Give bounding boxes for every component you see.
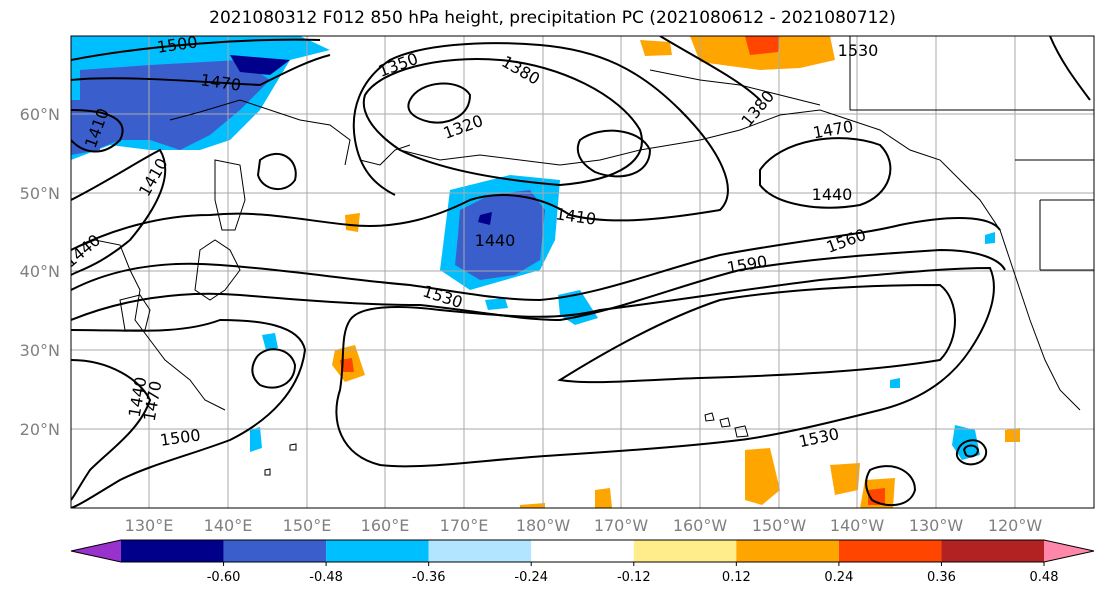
- colorbar-tick-label: 0.24: [824, 570, 853, 585]
- lon-label: 160°E: [361, 516, 410, 535]
- colorbar-swatch: [736, 540, 839, 562]
- colorbar-extend-high: [1044, 540, 1094, 562]
- colorbar-tick-label: -0.24: [514, 570, 548, 585]
- colorbar-swatch: [838, 540, 942, 562]
- lon-label: 140°W: [830, 516, 885, 535]
- lon-label: 140°E: [204, 516, 253, 535]
- lon-label: 180°W: [516, 516, 571, 535]
- colorbar-tick-label: 0.48: [1030, 570, 1059, 585]
- colorbar-tick-label: -0.60: [207, 570, 241, 585]
- lon-label: 130°E: [125, 516, 174, 535]
- lat-label: 60°N: [20, 105, 60, 124]
- colorbar-extend-low: [71, 540, 121, 562]
- lon-label: 160°W: [673, 516, 728, 535]
- lon-label: 150°W: [752, 516, 807, 535]
- lat-label: 50°N: [20, 184, 60, 203]
- colorbar-swatch: [531, 540, 634, 562]
- precip-positive-shading: [332, 36, 1020, 508]
- precip-negative-shading: [71, 36, 995, 460]
- colorbar-outline: [70, 539, 1095, 563]
- contour-label: 1500: [156, 32, 199, 56]
- colorbar-swatch: [121, 540, 224, 562]
- latitude-labels: 60°N 50°N 40°N 30°N 20°N: [20, 105, 60, 439]
- lon-label: 120°W: [988, 516, 1043, 535]
- lat-label: 20°N: [20, 420, 60, 439]
- lon-label: 170°W: [594, 516, 649, 535]
- lon-label: 150°E: [283, 516, 332, 535]
- map-frame: [70, 35, 1095, 509]
- contour-label: 1530: [838, 41, 879, 60]
- lat-label: 40°N: [20, 262, 60, 281]
- contour-label: 1440: [812, 185, 853, 204]
- lon-label: 130°W: [909, 516, 964, 535]
- colorbar-swatch: [428, 540, 532, 562]
- colorbar-swatch: [633, 540, 737, 562]
- lat-label: 30°N: [20, 341, 60, 360]
- colorbar-swatch: [326, 540, 429, 562]
- colorbar-tick-label: -0.48: [309, 570, 343, 585]
- colorbar-swatch: [941, 540, 1044, 562]
- colorbar-tick-label: -0.12: [617, 570, 651, 585]
- colorbar-tick-label: 0.36: [927, 570, 956, 585]
- colorbar-tick-label: -0.36: [412, 570, 446, 585]
- height-contours: [71, 36, 1091, 508]
- map-title: 2021080312 F012 850 hPa height, precipit…: [209, 8, 896, 28]
- lon-label: 170°E: [440, 516, 489, 535]
- longitude-labels: 130°E 140°E 150°E 160°E 170°E 180°W 170°…: [125, 516, 1043, 535]
- colorbar-swatch: [223, 540, 327, 562]
- colorbar: -0.60 -0.48 -0.36 -0.24 -0.12 0.12 0.24 0.36 0.4…: [70, 539, 1095, 585]
- islands: [264, 412, 749, 476]
- contour-label: 1440: [475, 231, 516, 250]
- graticule: [71, 36, 1094, 508]
- colorbar-tick-label: 0.12: [722, 570, 751, 585]
